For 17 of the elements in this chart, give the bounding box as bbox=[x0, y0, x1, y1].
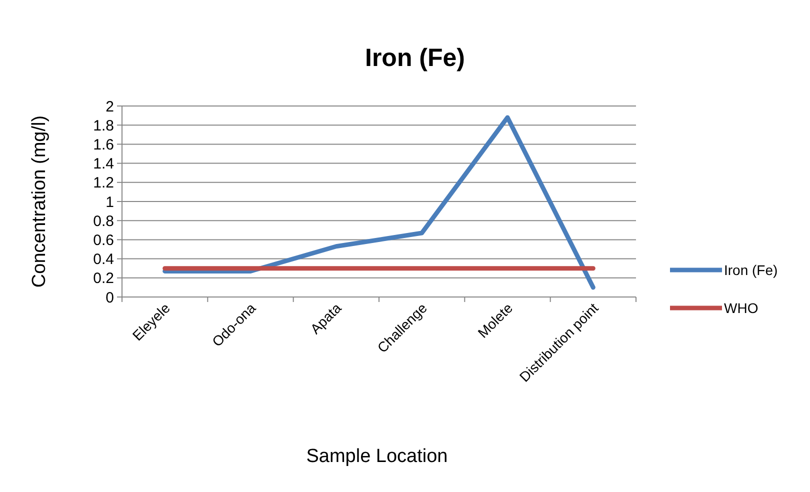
y-tick-label: 0.6 bbox=[93, 232, 114, 249]
y-tick-label: 0.4 bbox=[93, 251, 114, 268]
y-axis-title: Concentration (mg/l) bbox=[29, 115, 50, 288]
legend-label: WHO bbox=[724, 300, 758, 316]
y-tick-label: 0 bbox=[106, 289, 114, 306]
line-series bbox=[162, 115, 596, 290]
y-tick-label: 1.2 bbox=[93, 174, 114, 192]
y-tick-label: 1 bbox=[106, 194, 114, 211]
y-tick-label: 1.6 bbox=[93, 136, 114, 154]
legend-label: Iron (Fe) bbox=[724, 262, 778, 278]
y-tick-label: 1.8 bbox=[93, 117, 114, 134]
x-axis-title: Sample Location bbox=[306, 446, 448, 467]
y-tick-label: 0.8 bbox=[93, 212, 114, 230]
y-tick-label: 2 bbox=[106, 98, 114, 116]
y-tick-label: 0.2 bbox=[93, 270, 114, 288]
y-tick-label: 1.4 bbox=[93, 156, 114, 173]
chart-title: Iron (Fe) bbox=[365, 44, 465, 72]
